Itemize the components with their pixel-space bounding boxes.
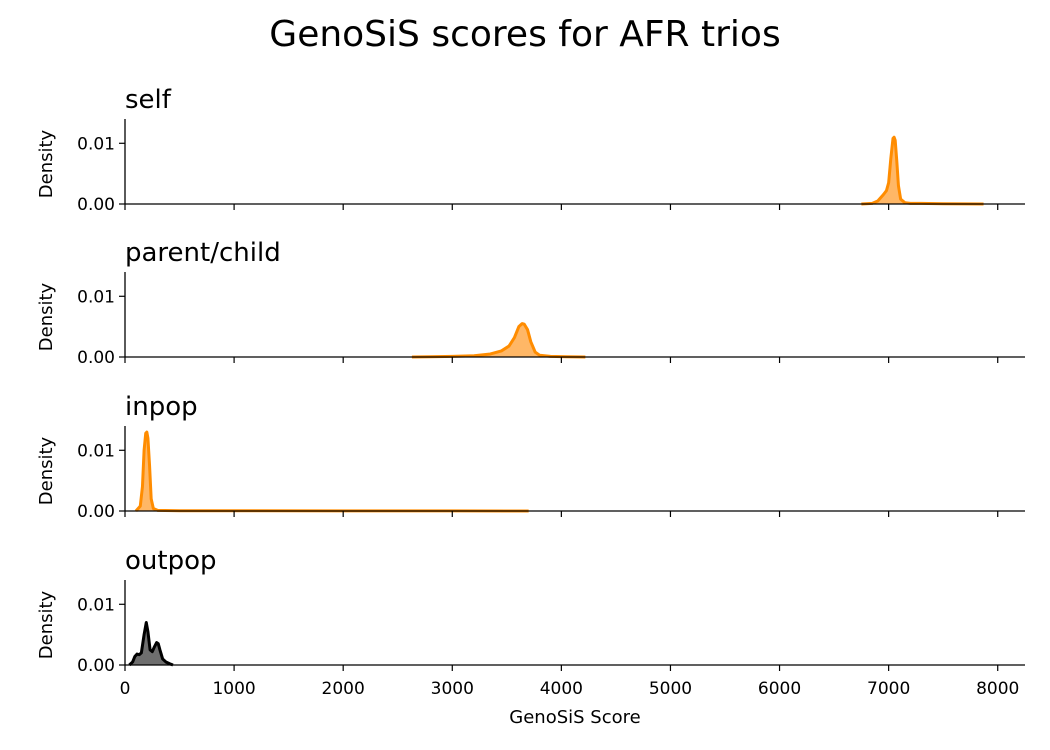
y-axis-label: Density — [36, 282, 57, 351]
x-tick-label: 1000 — [212, 679, 255, 699]
x-tick-label: 3000 — [431, 679, 474, 699]
y-tick-label: 0.00 — [77, 502, 115, 522]
panel-1: parent/child 0.00 0.01 Density — [36, 238, 1025, 368]
y-tick-label: 0.01 — [77, 595, 115, 615]
y-tick-label: 0.00 — [77, 656, 115, 676]
chart-title: GenoSiS scores for AFR trios — [269, 14, 780, 55]
x-tick-label: 5000 — [649, 679, 692, 699]
y-tick-label: 0.01 — [77, 134, 115, 154]
x-tick-label: 2000 — [322, 679, 365, 699]
x-tick-label: 7000 — [867, 679, 910, 699]
x-tick-label: 4000 — [540, 679, 583, 699]
y-axis-label: Density — [36, 436, 57, 505]
x-tick-label: 6000 — [758, 679, 801, 699]
panel-0: self 0.00 0.01 Density — [36, 85, 1025, 215]
density-area — [129, 622, 173, 665]
x-tick-label: 8000 — [976, 679, 1019, 699]
density-line — [128, 621, 174, 667]
x-tick-label: 0 — [120, 679, 131, 699]
y-axis-label: Density — [36, 590, 57, 659]
panel-title: outpop — [125, 546, 217, 576]
density-line — [134, 430, 529, 513]
y-tick-label: 0.01 — [77, 441, 115, 461]
panel-title: inpop — [125, 392, 198, 422]
panel-title: self — [125, 85, 172, 115]
density-area — [861, 137, 984, 204]
x-axis-label: GenoSiS Score — [509, 707, 640, 728]
y-tick-label: 0.01 — [77, 287, 115, 307]
density-area — [135, 432, 529, 511]
y-tick-label: 0.00 — [77, 195, 115, 215]
y-tick-label: 0.00 — [77, 348, 115, 368]
panel-title: parent/child — [125, 238, 281, 268]
density-line — [861, 135, 984, 206]
panels: self 0.00 0.01 Density parent/child 0.00 0.01 D… — [36, 85, 1025, 699]
panel-2: inpop 0.00 0.01 Density — [36, 392, 1025, 522]
density-line — [411, 322, 586, 359]
panel-3: outpop 0.00 0.01 Density 0 1000 2000 3000 4000 50… — [36, 546, 1025, 699]
y-axis-label: Density — [36, 129, 57, 198]
